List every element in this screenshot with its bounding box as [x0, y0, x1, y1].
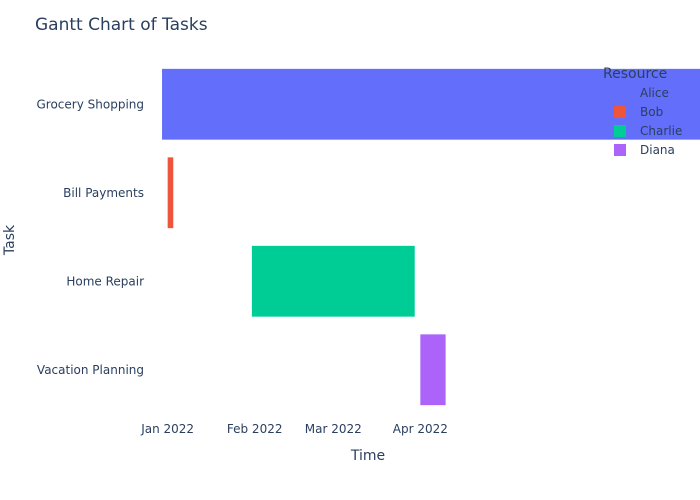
- x-tick-label: Jan 2022: [140, 422, 194, 436]
- legend-items[interactable]: Alice Bob Charlie Diana: [614, 86, 682, 157]
- gantt-bar-vacation-planning[interactable]: [420, 334, 446, 406]
- legend-label-diana[interactable]: Diana: [640, 143, 675, 157]
- x-tick-label: Apr 2022: [393, 422, 448, 436]
- x-axis-ticks: Jan 2022 Feb 2022 Mar 2022 Apr 2022: [140, 422, 448, 436]
- y-tick-label: Grocery Shopping: [37, 97, 145, 111]
- legend-title: Resource: [603, 66, 667, 82]
- chart-title: Gantt Chart of Tasks: [35, 15, 208, 35]
- y-tick-label: Home Repair: [66, 274, 144, 288]
- gantt-bar-grocery-shopping[interactable]: [162, 68, 700, 140]
- y-tick-label: Vacation Planning: [37, 363, 144, 377]
- legend-label-alice[interactable]: Alice: [640, 86, 669, 100]
- legend-label-charlie[interactable]: Charlie: [640, 124, 682, 138]
- x-tick-label: Feb 2022: [227, 422, 283, 436]
- gantt-bar-home-repair[interactable]: [251, 245, 415, 317]
- legend-label-bob[interactable]: Bob: [640, 105, 663, 119]
- legend-swatch-bob[interactable]: [614, 106, 626, 118]
- legend-swatch-charlie[interactable]: [614, 125, 626, 137]
- x-axis-title: Time: [350, 448, 385, 464]
- legend[interactable]: Resource Alice Bob Charlie Diana: [603, 66, 682, 157]
- legend-swatch-diana[interactable]: [614, 144, 626, 156]
- y-tick-label: Bill Payments: [63, 186, 144, 200]
- y-axis-ticks: Grocery Shopping Bill Payments Home Repair…: [37, 97, 145, 377]
- x-tick-label: Mar 2022: [305, 422, 362, 436]
- y-axis-title: Task: [2, 224, 18, 256]
- legend-swatch-alice[interactable]: [614, 87, 626, 99]
- gantt-bar-bill-payments[interactable]: [167, 157, 174, 229]
- bars-layer: [162, 68, 700, 406]
